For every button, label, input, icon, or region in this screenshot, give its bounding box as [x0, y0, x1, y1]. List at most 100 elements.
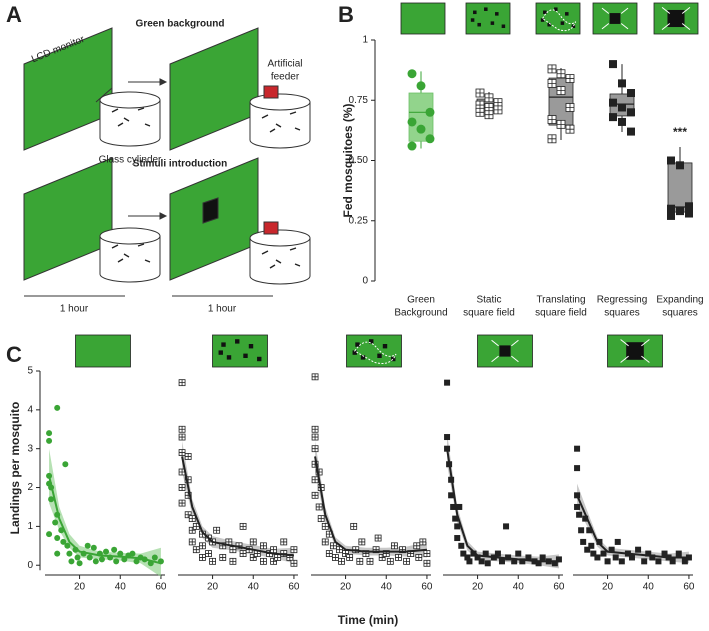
stimulus-icon: [400, 2, 446, 35]
icon-arrow: [641, 339, 650, 347]
point: [260, 557, 267, 565]
feeder-label: feeder: [271, 72, 300, 83]
point-cross: [205, 550, 212, 557]
point: [74, 554, 81, 561]
y-tick-label: 1: [27, 521, 33, 532]
duration-label: 1 hour: [208, 304, 237, 315]
feeder: [263, 221, 279, 235]
point: [609, 98, 617, 107]
point: [466, 558, 473, 565]
point-cross: [413, 542, 420, 549]
point: [641, 558, 648, 565]
icon-square: [477, 22, 481, 27]
icon-path: [354, 341, 398, 364]
point: [685, 202, 693, 211]
point: [675, 550, 682, 557]
point-cross: [179, 484, 186, 491]
point: [565, 124, 575, 134]
point: [614, 538, 621, 545]
panel-label: A: [6, 2, 22, 27]
point-cross: [322, 538, 329, 545]
point: [311, 433, 319, 441]
point: [184, 453, 192, 460]
point: [84, 542, 91, 549]
point: [565, 103, 575, 112]
point-cross: [179, 500, 186, 507]
point: [645, 550, 652, 557]
point: [582, 515, 589, 522]
point: [54, 550, 61, 557]
point: [425, 107, 435, 117]
point-cross: [557, 86, 565, 95]
x-tick-label: Green: [407, 295, 435, 306]
y-tick-label: 0.75: [349, 95, 369, 106]
point: [386, 557, 394, 565]
icon-square: [554, 7, 558, 11]
point: [188, 538, 196, 546]
icon-arrow: [661, 6, 671, 14]
icon-square: [355, 342, 360, 347]
icon-arrow: [661, 23, 671, 31]
point: [661, 550, 668, 557]
point-cross: [557, 69, 565, 78]
point: [588, 542, 595, 549]
stimulus-icon: [346, 334, 402, 368]
point: [667, 211, 675, 220]
point: [609, 113, 617, 122]
x-tick-label: 60: [553, 582, 565, 593]
point: [475, 88, 485, 98]
point-cross: [419, 538, 426, 545]
point: [311, 373, 319, 381]
point: [321, 522, 329, 530]
icon-square: [377, 353, 382, 358]
point: [415, 554, 423, 561]
x-tick-label: square field: [463, 308, 515, 319]
icon-arrow: [681, 23, 691, 31]
point-cross: [548, 79, 556, 88]
diagram-title: Stimuli introduction: [133, 159, 227, 170]
point: [448, 492, 455, 499]
point: [290, 546, 298, 554]
y-tick-label: 2: [27, 482, 33, 493]
icon-square: [547, 22, 551, 27]
point: [290, 559, 298, 567]
point: [280, 538, 288, 546]
point-cross: [316, 503, 323, 510]
point-cross: [322, 523, 329, 530]
point-cross: [290, 546, 297, 553]
point: [378, 554, 386, 561]
icon-square: [352, 350, 357, 355]
point: [54, 535, 61, 542]
icon-arrow: [601, 7, 610, 14]
point: [475, 100, 485, 110]
point: [484, 560, 491, 567]
cylinder: [99, 236, 161, 283]
point: [555, 556, 562, 563]
point-cross: [225, 538, 232, 545]
y-tick-label: 0: [27, 560, 33, 571]
point: [229, 557, 237, 565]
point: [178, 484, 186, 491]
point: [655, 558, 662, 565]
icon-square: [235, 339, 240, 344]
point-cross: [423, 560, 430, 567]
point-cross: [193, 546, 200, 553]
point: [129, 550, 136, 557]
point: [584, 546, 591, 553]
point-cross: [260, 542, 267, 549]
point: [338, 557, 345, 565]
point-cross: [387, 558, 394, 565]
icon-square: [473, 10, 477, 15]
point-cross: [485, 103, 493, 112]
icon-arrow: [681, 6, 691, 14]
point-cross: [476, 108, 484, 117]
point: [372, 546, 380, 554]
point-cross: [485, 93, 493, 102]
point: [178, 499, 186, 507]
point: [178, 425, 186, 433]
point: [470, 550, 477, 557]
icon-square: [484, 7, 488, 11]
point: [628, 554, 635, 561]
point: [681, 558, 688, 565]
